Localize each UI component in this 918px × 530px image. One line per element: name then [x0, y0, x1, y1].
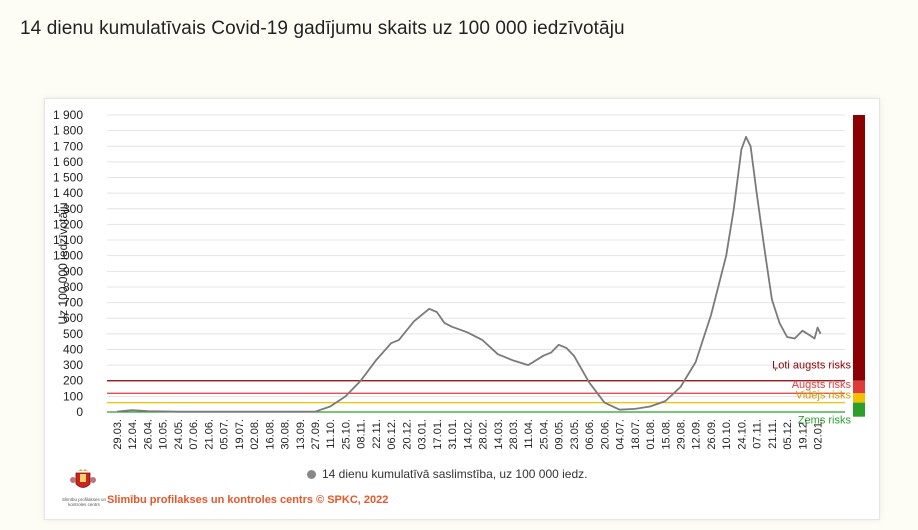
series-line — [116, 136, 822, 413]
x-tick-label: 13.09. — [295, 419, 307, 450]
x-tick-label: 19.07. — [234, 419, 246, 450]
y-tick-label: 1 600 — [53, 155, 83, 169]
y-tick-label: 1 200 — [53, 217, 83, 231]
x-tick-label: 21.06. — [203, 419, 215, 450]
y-tick-label: 1 900 — [53, 108, 83, 122]
x-tick-label: 12.09. — [691, 419, 703, 450]
x-tick-label: 21.11. — [767, 419, 779, 449]
spkc-logo — [70, 469, 96, 488]
risk-label: Vidējs risks — [796, 390, 852, 402]
x-tick-label: 17.01. — [432, 419, 444, 450]
x-tick-label: 29.03. — [112, 419, 124, 450]
credit-text: Slimību profilakses un kontroles centrs … — [107, 494, 389, 506]
x-tick-label: 30.08. — [280, 419, 292, 450]
x-tick-label: 19.12. — [797, 419, 809, 450]
risk-label: Augsts risks — [792, 379, 852, 391]
x-tick-label: 10.05. — [158, 419, 170, 450]
y-tick-label: 500 — [63, 327, 83, 341]
x-tick-label: 29.08. — [676, 419, 688, 450]
risk-band — [853, 115, 865, 381]
x-tick-label: 01.08. — [645, 419, 657, 450]
x-tick-label: 22.11. — [371, 419, 383, 449]
y-tick-label: 200 — [63, 374, 83, 388]
x-tick-label: 24.05. — [173, 419, 185, 450]
y-tick-label: 900 — [63, 264, 83, 278]
risk-band — [853, 393, 865, 403]
x-tick-label: 02.08. — [249, 419, 261, 450]
page-title: 14 dienu kumulatīvais Covid-19 gadījumu … — [20, 18, 625, 39]
x-tick-label: 11.10. — [325, 419, 337, 449]
x-tick-label: 26.04. — [142, 419, 154, 450]
y-tick-label: 1 500 — [53, 171, 83, 185]
x-tick-label: 02.01. — [813, 419, 825, 450]
chart-legend[interactable]: 14 dienu kumulatīvā saslimstība, uz 100 … — [307, 467, 588, 481]
y-tick-label: 300 — [63, 358, 83, 372]
x-tick-label: 20.12. — [401, 419, 413, 450]
y-tick-label: 1 800 — [53, 124, 83, 138]
x-tick-label: 10.10. — [721, 419, 733, 450]
x-tick-label: 07.11. — [752, 419, 764, 449]
y-tick-label: 1 400 — [53, 186, 83, 200]
x-tick-label: 31.01. — [447, 419, 459, 450]
x-tick-label: 15.08. — [660, 419, 672, 450]
legend-marker — [307, 469, 316, 479]
risk-label: Zems risks — [798, 415, 852, 427]
y-tick-label: 600 — [63, 311, 83, 325]
x-tick-label: 28.03. — [508, 419, 520, 450]
chart-card: 0 100 200 300 400 500 600 700 800 900 1 000 1 100 1 … — [44, 98, 880, 520]
x-tick-label: 26.09. — [706, 419, 718, 450]
y-tick-label: 1 100 — [53, 233, 83, 247]
risk-band — [853, 402, 865, 417]
x-tick-label: 06.12. — [386, 419, 398, 450]
x-tick-label: 07.06. — [188, 419, 200, 450]
y-tick-label: 700 — [63, 296, 83, 310]
x-tick-label: 25.10. — [340, 419, 352, 450]
y-tick-label: 0 — [76, 405, 83, 419]
y-tick-label: 1 700 — [53, 139, 83, 153]
y-axis-label: Uz 100 000 iedzīvotāju — [56, 202, 70, 324]
y-tick-label: 800 — [63, 280, 83, 294]
y-tick-label: 1 000 — [53, 249, 83, 263]
x-tick-label: 05.07. — [219, 419, 231, 450]
x-tick-label: 12.04. — [127, 419, 139, 450]
x-tick-label: 14.02. — [462, 419, 474, 450]
x-tick-label: 23.05. — [569, 419, 581, 450]
logo-text: Slimību profilakses un kontroles centrs — [61, 497, 107, 507]
y-tick-label: 1 300 — [53, 202, 83, 216]
x-tick-label: 03.01. — [417, 419, 429, 450]
x-tick-label: 18.07. — [630, 419, 642, 450]
risk-band — [853, 380, 865, 394]
x-tick-label: 20.06. — [599, 419, 611, 450]
x-tick-label: 11.04. — [523, 419, 535, 449]
x-tick-label: 05.12. — [782, 419, 794, 450]
x-tick-label: 25.04. — [538, 419, 550, 450]
y-tick-label: 100 — [63, 389, 83, 403]
x-tick-label: 24.10. — [736, 419, 748, 450]
x-tick-label: 27.09. — [310, 419, 322, 450]
x-tick-label: 08.11. — [356, 419, 368, 449]
y-tick-label: 400 — [63, 342, 83, 356]
x-tick-label: 09.05. — [554, 419, 566, 450]
x-tick-label: 28.02. — [478, 419, 490, 450]
x-tick-label: 16.08. — [264, 419, 276, 450]
legend-label: 14 dienu kumulatīvā saslimstība, uz 100 … — [322, 467, 588, 481]
x-tick-label: 04.07. — [615, 419, 627, 450]
x-tick-label: 14.03. — [493, 419, 505, 450]
x-tick-label: 06.06. — [584, 419, 596, 450]
risk-label: Ļoti augsts risks — [772, 360, 851, 372]
